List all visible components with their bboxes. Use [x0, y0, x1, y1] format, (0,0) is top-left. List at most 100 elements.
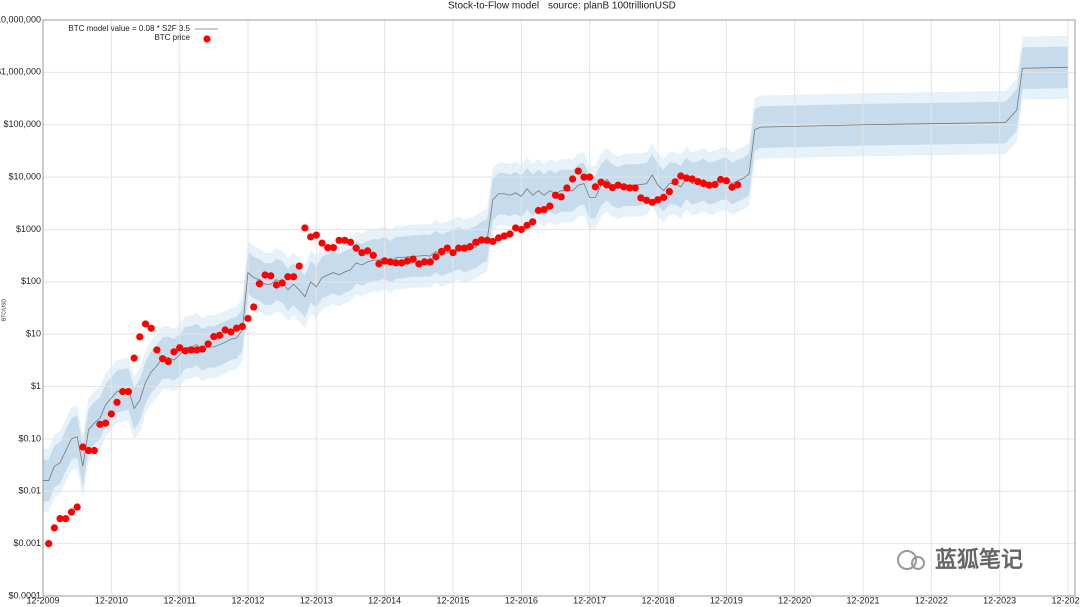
legend-label: BTC model value = 0.08 * S2F 3.5 — [68, 24, 190, 33]
plot-frame — [42, 19, 1076, 597]
price-dot — [272, 281, 281, 289]
price-dot — [500, 232, 508, 240]
price-dot — [62, 515, 70, 523]
price-dot — [119, 388, 127, 396]
model-line — [43, 66, 1069, 481]
price-dot — [147, 324, 155, 332]
price-dot — [682, 174, 691, 182]
x-tick-label: 12-2015 — [436, 595, 469, 605]
price-dot — [415, 260, 423, 268]
price-dot — [346, 238, 355, 246]
price-dot — [432, 253, 440, 261]
price-dot — [45, 540, 53, 548]
price-dot — [455, 244, 463, 252]
legend-label: BTC price — [154, 33, 190, 42]
price-dot — [728, 183, 736, 191]
price-dot — [284, 273, 292, 281]
price-dot — [102, 419, 110, 427]
price-dot — [79, 443, 87, 451]
price-dot — [597, 178, 605, 186]
price-dot — [426, 258, 434, 266]
price-dot — [523, 221, 531, 229]
x-tick-label: 12-2020 — [778, 595, 811, 605]
price-dot — [181, 347, 189, 355]
y-tick-label: $10 — [26, 329, 41, 339]
price-dot — [215, 331, 224, 339]
price-dot — [483, 236, 491, 244]
price-dot — [386, 258, 394, 266]
price-dot — [494, 234, 503, 242]
price-dot — [392, 259, 400, 267]
price-dot — [56, 515, 64, 523]
price-dot — [608, 183, 617, 192]
price-dot — [198, 345, 207, 353]
x-tick-label: 12-2023 — [983, 595, 1016, 605]
x-tick-label: 12-2024 — [1051, 595, 1080, 605]
x-tick-label: 12-2010 — [95, 595, 128, 605]
price-dot — [688, 175, 696, 183]
price-dot — [722, 177, 730, 185]
price-dot — [699, 180, 708, 188]
watermark-icon — [911, 556, 925, 570]
price-dot — [625, 184, 634, 192]
price-dot — [591, 183, 599, 191]
price-dot — [472, 238, 480, 246]
y-tick-label: $1000 — [16, 224, 41, 234]
price-dot — [233, 324, 241, 332]
watermark-text: 蓝狐笔记 — [935, 547, 1023, 572]
price-dot — [130, 354, 138, 362]
price-dot — [50, 524, 58, 532]
price-dot — [84, 446, 93, 455]
price-dot — [301, 224, 309, 232]
price-dot — [546, 202, 554, 210]
x-tick-label: 12-2014 — [368, 595, 401, 605]
price-dot — [460, 244, 468, 252]
x-tick-label: 12-2012 — [231, 595, 264, 605]
price-dot — [648, 198, 656, 206]
model-band — [43, 35, 1068, 513]
price-dot — [403, 257, 412, 265]
price-dot — [153, 346, 161, 354]
price-dot — [113, 398, 121, 406]
price-dot — [603, 181, 611, 189]
price-dot — [136, 333, 144, 341]
price-dot — [204, 340, 212, 348]
price-dot — [164, 357, 172, 366]
price-dot — [312, 231, 320, 239]
price-dot — [694, 178, 702, 186]
price-dot — [568, 175, 577, 183]
y-tick-label: $100,000 — [3, 119, 41, 129]
price-dot — [318, 239, 326, 247]
price-dot — [643, 196, 651, 204]
x-tick-label: 12-2011 — [163, 595, 195, 605]
x-tick-label: 12-2018 — [641, 595, 674, 605]
price-dot — [261, 271, 269, 279]
price-dot — [358, 249, 366, 257]
chart-title: Stock-to-Flow model — [448, 1, 539, 12]
x-tick-label: 12-2021 — [846, 595, 879, 605]
chart-subtitle: source: planB 100trillionUSD — [548, 1, 676, 12]
price-dot — [141, 320, 150, 328]
price-dot — [329, 244, 338, 252]
price-dot — [341, 236, 349, 244]
y-tick-label: $1 — [31, 381, 41, 391]
price-dot — [551, 191, 560, 199]
x-tick-label: 12-2009 — [26, 595, 59, 605]
y-tick-label: $10,000 — [8, 171, 41, 181]
y-axis-label: BTC/USD — [1, 299, 7, 321]
x-tick-label: 12-2019 — [710, 595, 743, 605]
price-dot — [420, 258, 429, 266]
price-dot — [574, 167, 582, 175]
price-dot — [563, 184, 571, 192]
price-dot — [210, 332, 218, 341]
price-dot — [580, 173, 588, 181]
price-dot — [238, 322, 246, 331]
x-tick-label: 12-2016 — [505, 595, 538, 605]
price-dot — [614, 181, 622, 189]
y-tick-label: $0.001 — [13, 538, 41, 548]
price-dot — [477, 236, 486, 244]
price-dot — [187, 346, 195, 354]
price-dot — [660, 193, 668, 201]
x-tick-label: 12-2013 — [300, 595, 333, 605]
